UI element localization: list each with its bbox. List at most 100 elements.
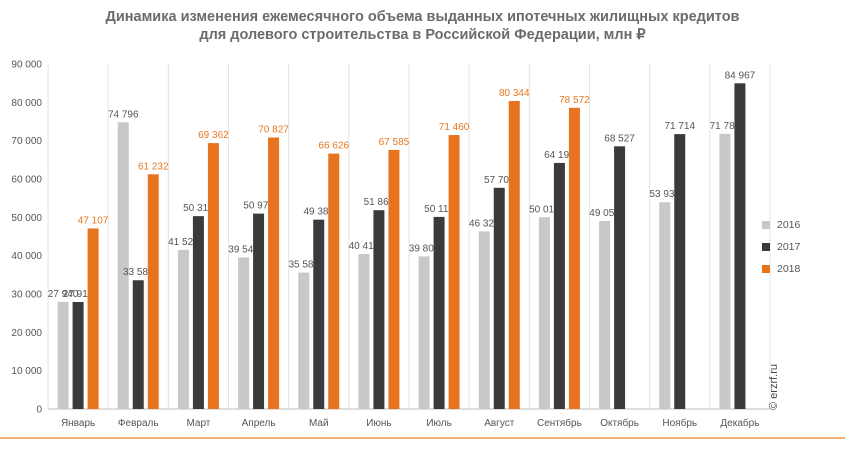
bar-2016 xyxy=(478,231,490,409)
x-category-label: Июль xyxy=(426,418,452,429)
bar-2018 xyxy=(568,107,580,409)
y-tick-label: 30 000 xyxy=(11,290,42,301)
bar-2016 xyxy=(358,254,370,409)
y-tick-label: 40 000 xyxy=(11,251,42,262)
y-tick-label: 10 000 xyxy=(11,366,42,377)
data-label-2018: 71 460 xyxy=(439,122,470,133)
bar-2017 xyxy=(72,302,84,409)
bar-2018 xyxy=(268,137,280,409)
bar-2016 xyxy=(659,202,671,409)
legend-swatch-2018 xyxy=(762,265,770,273)
bar-2016 xyxy=(719,133,731,410)
data-label-2018: 47 107 xyxy=(78,215,109,226)
bar-2016 xyxy=(117,122,129,410)
chart-title-line1: Динамика изменения ежемесячного объема в… xyxy=(105,9,740,25)
data-label-2016: 53 936 xyxy=(649,189,680,200)
data-label-2016: 39 809 xyxy=(409,243,440,254)
data-label-2018: 69 362 xyxy=(198,130,229,141)
bar-2017 xyxy=(614,146,626,409)
legend-item-2016: 2016 xyxy=(762,214,800,236)
bar-2017 xyxy=(553,162,565,409)
x-category-label: Апрель xyxy=(242,418,276,429)
data-label-2016: 46 327 xyxy=(469,218,500,229)
bar-2016 xyxy=(57,301,69,409)
legend: 2016 2017 2018 xyxy=(762,214,800,280)
legend-label-2017: 2017 xyxy=(777,241,801,253)
bar-2017 xyxy=(132,280,144,409)
x-category-label: Июнь xyxy=(366,418,391,429)
data-label-2018: 78 572 xyxy=(559,95,590,106)
y-tick-label: 0 xyxy=(36,405,42,416)
data-label-2017: 50 976 xyxy=(243,201,274,212)
bar-2017 xyxy=(253,213,265,409)
bar-2016 xyxy=(238,257,250,409)
bar-2016 xyxy=(177,249,189,409)
x-category-label: Октябрь xyxy=(600,417,639,429)
data-label-2018: 70 827 xyxy=(258,124,289,135)
legend-item-2017: 2017 xyxy=(762,236,800,258)
bar-2016 xyxy=(298,272,310,409)
x-category-label: Декабрь xyxy=(720,417,759,429)
bottom-rule xyxy=(0,437,845,439)
y-tick-label: 80 000 xyxy=(11,98,42,109)
bar-2017 xyxy=(433,216,445,409)
legend-swatch-2017 xyxy=(762,243,770,251)
legend-label-2016: 2016 xyxy=(777,219,801,231)
bar-2018 xyxy=(508,101,520,410)
data-label-2016: 49 058 xyxy=(589,208,620,219)
y-tick-label: 50 000 xyxy=(11,213,42,224)
bar-2018 xyxy=(388,149,400,409)
x-category-label: Февраль xyxy=(118,418,159,429)
chart-title-line2: для долевого строительства в Российской … xyxy=(199,27,646,43)
data-label-2016: 71 781 xyxy=(710,121,741,132)
data-label-2017: 64 190 xyxy=(544,150,575,161)
bar-2017 xyxy=(313,219,325,409)
data-label-2016: 35 587 xyxy=(288,260,319,271)
data-label-2017: 51 864 xyxy=(364,197,395,208)
data-label-2016: 40 414 xyxy=(349,241,380,252)
data-label-2016: 27 940 xyxy=(48,289,79,300)
data-label-2017: 84 967 xyxy=(725,70,756,81)
x-category-label: Март xyxy=(186,418,210,429)
data-label-2017: 71 714 xyxy=(664,121,695,132)
x-category-label: Январь xyxy=(61,418,95,429)
legend-swatch-2016 xyxy=(762,221,770,229)
chart-title: Динамика изменения ежемесячного объема в… xyxy=(0,8,845,44)
y-tick-label: 60 000 xyxy=(11,175,42,186)
bar-2018 xyxy=(87,228,99,409)
data-label-2016: 41 521 xyxy=(168,237,199,248)
x-category-label: Август xyxy=(484,418,515,429)
bar-2016 xyxy=(538,217,550,409)
x-category-label: Сентябрь xyxy=(537,417,582,429)
legend-label-2018: 2018 xyxy=(777,263,801,275)
data-label-2016: 39 548 xyxy=(228,244,259,255)
data-label-2018: 80 344 xyxy=(499,88,530,99)
data-label-2016: 74 796 xyxy=(108,109,139,120)
bar-2016 xyxy=(599,220,611,409)
bar-2018 xyxy=(328,153,340,409)
data-label-2018: 66 626 xyxy=(318,141,349,152)
bar-2018 xyxy=(147,174,159,409)
y-tick-label: 20 000 xyxy=(11,328,42,339)
data-label-2017: 27 910 xyxy=(63,289,94,300)
data-label-2016: 50 019 xyxy=(529,204,560,215)
data-label-2017: 49 389 xyxy=(303,207,334,218)
bar-2017 xyxy=(192,216,204,409)
x-category-label: Май xyxy=(309,418,329,429)
data-label-2017: 57 700 xyxy=(484,175,515,186)
bar-2017 xyxy=(493,187,505,409)
legend-item-2018: 2018 xyxy=(762,258,800,280)
y-tick-label: 90 000 xyxy=(11,60,42,71)
copyright-label: © erzrf.ru xyxy=(768,364,780,410)
data-label-2017: 33 587 xyxy=(123,267,154,278)
bar-2017 xyxy=(734,83,746,410)
data-label-2018: 61 232 xyxy=(138,161,169,172)
bar-2016 xyxy=(418,256,430,409)
bar-2018 xyxy=(207,143,219,409)
data-label-2017: 50 310 xyxy=(183,203,214,214)
bar-2017 xyxy=(373,210,385,409)
y-tick-label: 70 000 xyxy=(11,136,42,147)
copyright-wrap: © erzrf.ru xyxy=(768,364,784,470)
bar-2017 xyxy=(674,134,686,410)
data-label-2018: 67 585 xyxy=(379,137,410,148)
